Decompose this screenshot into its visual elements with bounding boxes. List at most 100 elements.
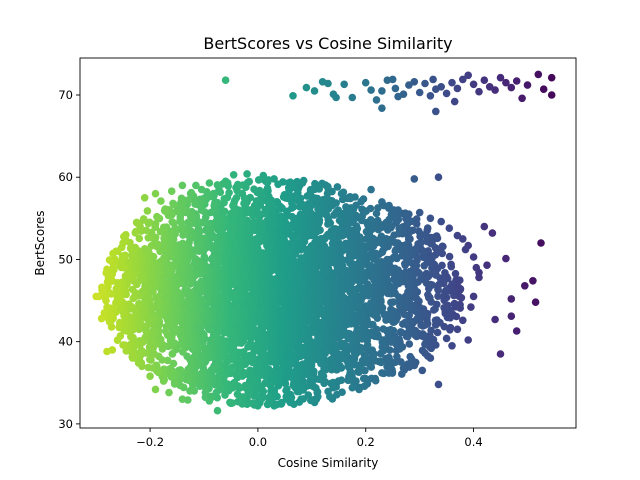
scatter-point <box>146 372 154 381</box>
scatter-point <box>415 227 423 235</box>
scatter-point <box>469 292 478 301</box>
scatter-point <box>192 181 200 190</box>
y-tick-label: 50 <box>58 252 73 266</box>
scatter-point <box>270 175 278 183</box>
scatter-point <box>327 355 335 364</box>
scatter-point <box>279 193 288 201</box>
scatter-point <box>229 171 238 179</box>
scatter-point <box>226 213 234 221</box>
scatter-point <box>244 343 252 351</box>
scatter-point <box>205 179 214 187</box>
scatter-point <box>340 80 349 89</box>
scatter-point <box>391 84 400 93</box>
scatter-point <box>480 222 489 231</box>
scatter-point <box>135 234 144 243</box>
scatter-point <box>472 263 481 272</box>
scatter-point <box>521 282 529 290</box>
scatter-point <box>434 292 442 301</box>
scatter-point <box>127 333 135 341</box>
scatter-point <box>518 94 526 103</box>
scatter-point <box>207 208 215 217</box>
scatter-point <box>344 376 353 385</box>
scatter-point <box>450 97 459 106</box>
scatter-point <box>141 245 149 253</box>
scatter-point <box>318 78 327 86</box>
scatter-point <box>453 325 462 334</box>
scatter-point <box>243 170 251 178</box>
scatter-point <box>293 226 301 234</box>
scatter-point <box>404 282 413 290</box>
scatter-point <box>115 323 123 332</box>
scatter-point <box>190 260 199 268</box>
scatter-point <box>311 179 319 188</box>
scatter-point <box>144 234 153 242</box>
scatter-point <box>378 87 386 95</box>
scatter-point <box>250 185 258 193</box>
scatter-point <box>399 364 408 372</box>
x-tick-label: 0.0 <box>249 435 267 449</box>
scatter-point <box>282 386 290 395</box>
scatter-point <box>186 189 195 198</box>
scatter-point <box>131 229 140 237</box>
scatter-point <box>434 173 443 181</box>
scatter-point <box>452 285 461 294</box>
scatter-point <box>178 395 187 404</box>
x-axis: −0.2 0.0 0.2 0.4 <box>136 428 483 449</box>
scatter-point <box>151 385 160 394</box>
scatter-point <box>507 295 516 303</box>
scatter-point <box>346 232 354 240</box>
scatter-point <box>367 374 376 383</box>
scatter-point <box>392 346 401 355</box>
scatter-point <box>394 92 402 101</box>
scatter-point <box>200 252 209 261</box>
scatter-point <box>488 229 497 237</box>
scatter-point <box>165 388 173 397</box>
scatter-point <box>445 224 454 232</box>
scatter-point <box>447 260 455 269</box>
scatter-point <box>292 343 301 352</box>
scatter-point <box>507 83 516 92</box>
scatter-point <box>383 76 392 84</box>
scatter-point <box>210 201 218 210</box>
scatter-point <box>378 104 386 112</box>
scatter-point <box>113 336 122 345</box>
scatter-point <box>372 96 381 104</box>
scatter-point <box>329 90 338 98</box>
scatter-point <box>421 340 429 349</box>
scatter-point <box>122 347 131 355</box>
scatter-point <box>143 207 152 215</box>
scatter-point <box>401 260 409 268</box>
scatter-point <box>233 390 242 399</box>
scatter-point <box>303 192 312 200</box>
plot-frame <box>79 57 577 429</box>
scatter-point <box>387 305 395 314</box>
scatter-point <box>250 392 259 400</box>
scatter-point <box>348 383 357 392</box>
scatter-point <box>361 78 370 87</box>
scatter-point <box>156 227 165 236</box>
scatter-point <box>378 198 386 206</box>
scatter-point <box>263 400 272 409</box>
scatter-point <box>437 217 446 226</box>
scatter-point <box>378 343 387 351</box>
scatter-point <box>92 292 100 301</box>
scatter-point <box>421 79 429 88</box>
scatter-point <box>378 369 386 377</box>
scatter-point <box>157 197 165 205</box>
y-tick-label: 30 <box>58 417 73 431</box>
scatter-point <box>431 316 440 325</box>
scatter-point <box>451 269 460 278</box>
scatter-point <box>126 244 135 253</box>
scatter-point <box>453 231 462 240</box>
scatter-point <box>335 216 344 225</box>
scatter-point <box>469 80 478 89</box>
scatter-point <box>432 85 440 93</box>
scatter-point <box>103 278 112 286</box>
scatter-point <box>464 71 473 80</box>
scatter-point <box>295 202 304 211</box>
scatter-point <box>314 205 322 213</box>
scatter-point <box>288 212 296 221</box>
scatter-point <box>202 226 210 234</box>
scatter-point <box>387 298 395 307</box>
